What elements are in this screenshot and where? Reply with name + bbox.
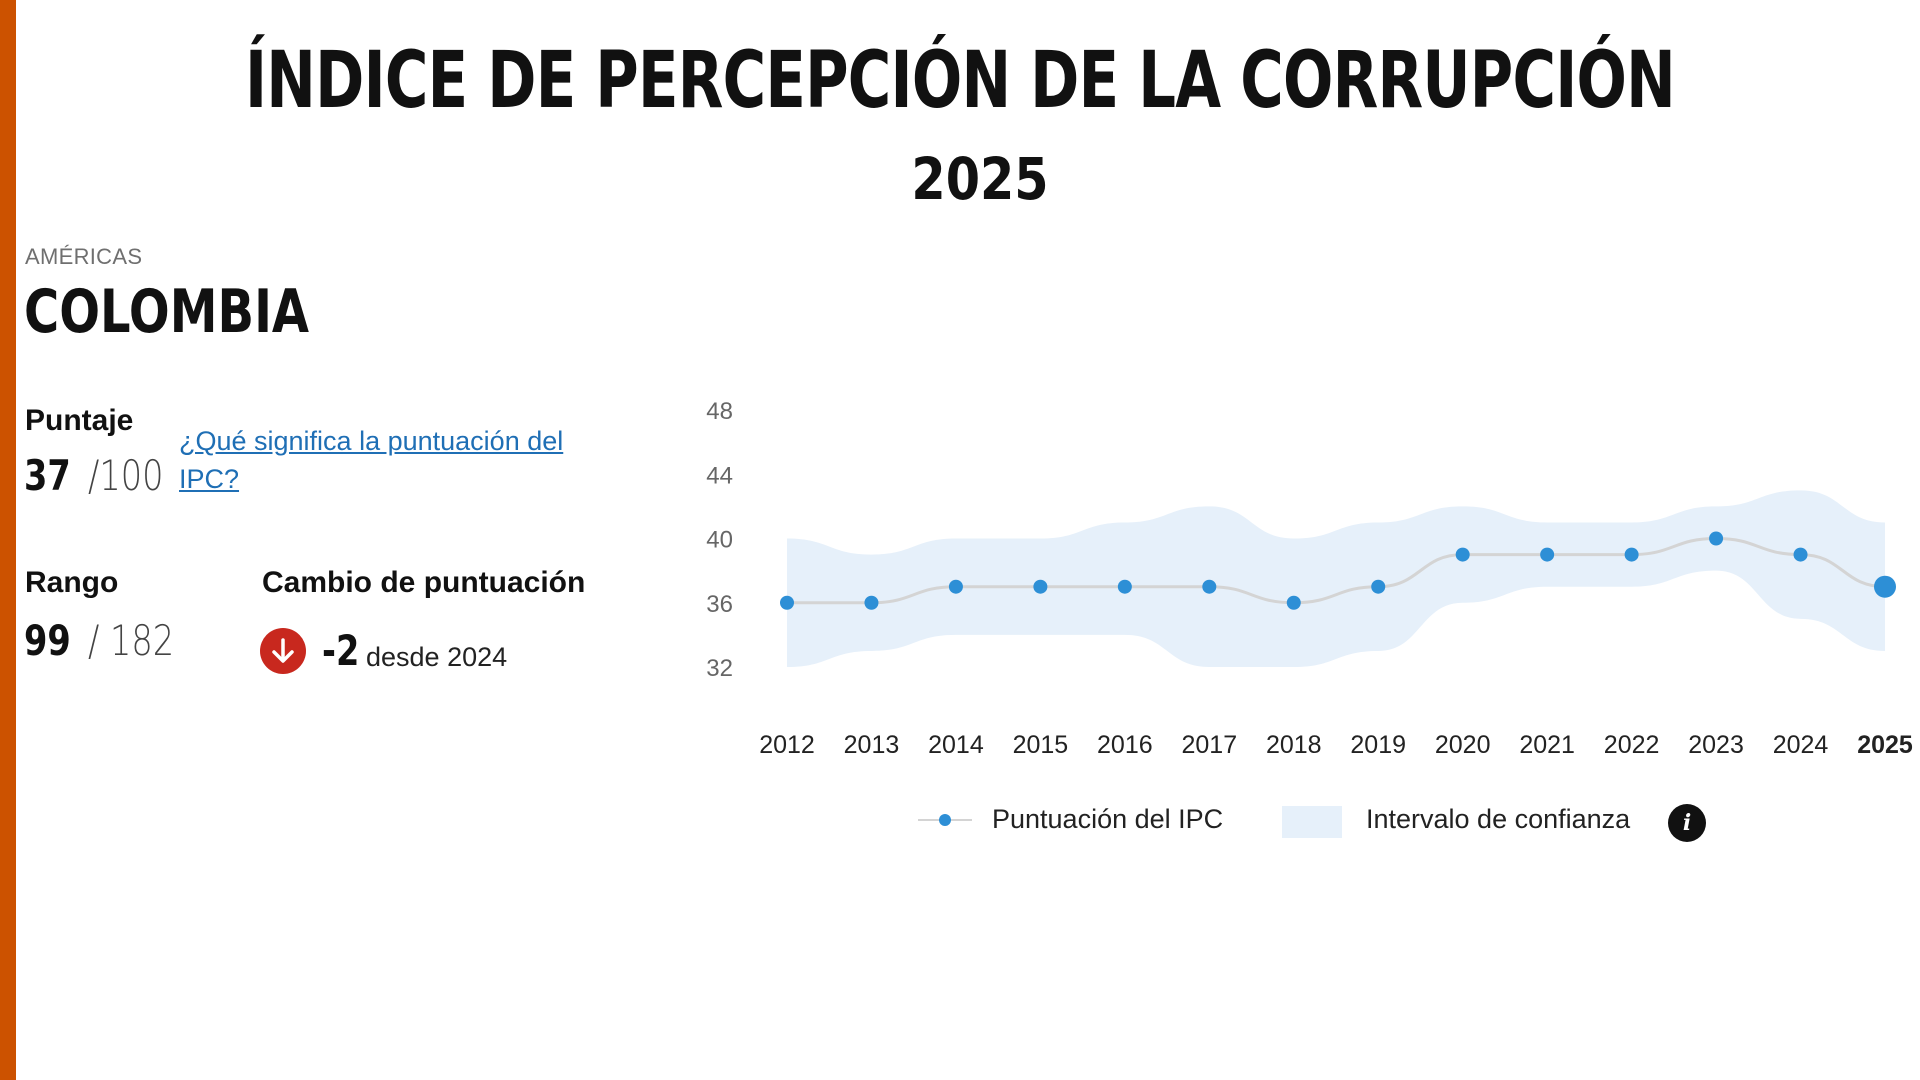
score-point — [780, 595, 794, 610]
rank-total: / 182 — [88, 616, 175, 665]
score-info-link[interactable]: ¿Qué significa la puntuación del IPC? — [179, 426, 564, 494]
y-tick-label: 36 — [706, 591, 733, 618]
x-tick-label: 2025 — [1857, 731, 1913, 759]
x-tick-label: 2019 — [1350, 731, 1406, 759]
score-change-label: Cambio de puntuación — [262, 566, 586, 599]
region-label: AMÉRICAS — [25, 244, 143, 269]
score-point — [1793, 547, 1808, 562]
country-name: COLOMBIA — [24, 277, 310, 347]
score-value-line: 37 /100 — [24, 455, 182, 497]
x-tick-label: 2020 — [1435, 731, 1491, 759]
info-icon[interactable]: i — [1668, 804, 1706, 842]
arrow-down-icon — [260, 628, 306, 674]
y-tick-label: 40 — [706, 527, 733, 554]
score-point — [948, 579, 963, 594]
x-tick-label: 2023 — [1688, 731, 1744, 759]
score-point — [1709, 531, 1724, 546]
score-point — [1033, 579, 1048, 594]
score-change-since: desde 2024 — [366, 642, 508, 672]
x-tick-label: 2012 — [759, 731, 815, 759]
score-point — [1540, 547, 1555, 562]
x-tick-label: 2022 — [1604, 731, 1660, 759]
x-tick-label: 2018 — [1266, 731, 1322, 759]
x-tick-label: 2024 — [1773, 731, 1829, 759]
accent-bar — [0, 0, 16, 1080]
y-tick-label: 48 — [706, 398, 733, 425]
score-point — [1624, 547, 1639, 562]
page-year: 2025 — [911, 145, 1049, 213]
score-value: 37 — [24, 451, 71, 500]
rank-value-line: 99 / 182 — [24, 620, 196, 662]
x-tick-label: 2016 — [1097, 731, 1153, 759]
page-title: ÍNDICE DE PERCEPCIÓN DE LA CORRUPCIÓN — [244, 36, 1676, 126]
rank-value: 99 — [24, 616, 71, 665]
score-change-value: -2 — [322, 626, 360, 675]
score-point — [1117, 579, 1132, 594]
score-point-highlight — [1874, 575, 1896, 598]
y-tick-label: 44 — [706, 462, 733, 489]
legend-score-label: Puntuación del IPC — [992, 804, 1224, 834]
score-point — [1371, 579, 1386, 594]
x-tick-label: 2021 — [1519, 731, 1575, 759]
confidence-band — [787, 490, 1885, 667]
x-tick-label: 2015 — [1013, 731, 1069, 759]
score-point — [1455, 547, 1470, 562]
x-tick-label: 2014 — [928, 731, 984, 759]
score-point — [864, 595, 879, 610]
legend-ci-swatch — [1282, 806, 1342, 838]
x-tick-label: 2013 — [844, 731, 900, 759]
y-tick-label: 32 — [706, 655, 733, 682]
rank-label: Rango — [25, 566, 119, 599]
x-tick-label: 2017 — [1181, 731, 1237, 759]
score-point — [1286, 595, 1301, 610]
legend-ci-label: Intervalo de confianza — [1366, 804, 1631, 834]
score-label: Puntaje — [25, 404, 134, 437]
score-point — [1202, 579, 1217, 594]
score-max: /100 — [88, 451, 164, 500]
legend-score-swatch — [918, 814, 972, 826]
